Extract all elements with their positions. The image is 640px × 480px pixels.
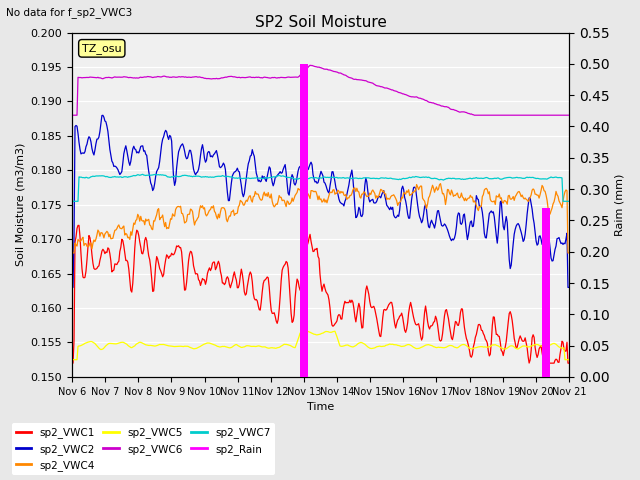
Text: TZ_osu: TZ_osu: [82, 43, 122, 54]
Bar: [542, 208, 550, 377]
X-axis label: Time: Time: [307, 402, 334, 412]
Y-axis label: Raim (mm): Raim (mm): [615, 174, 625, 236]
Text: No data for f_sp2_VWC3: No data for f_sp2_VWC3: [6, 7, 132, 18]
Legend: sp2_VWC1, sp2_VWC2, sp2_VWC4, sp2_VWC5, sp2_VWC6, sp2_VWC7, sp2_Rain: sp2_VWC1, sp2_VWC2, sp2_VWC4, sp2_VWC5, …: [12, 423, 275, 475]
Bar: [300, 64, 308, 377]
Y-axis label: Soil Moisture (m3/m3): Soil Moisture (m3/m3): [15, 143, 25, 266]
Title: SP2 Soil Moisture: SP2 Soil Moisture: [255, 15, 387, 30]
